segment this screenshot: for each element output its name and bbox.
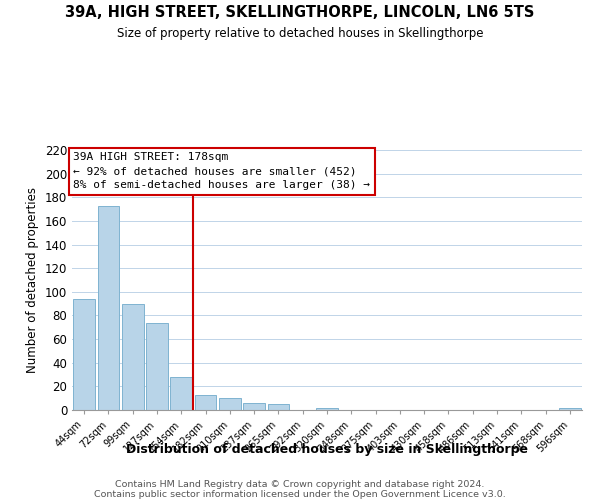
Bar bbox=[316, 408, 338, 410]
Text: 39A HIGH STREET: 178sqm
← 92% of detached houses are smaller (452)
8% of semi-de: 39A HIGH STREET: 178sqm ← 92% of detache… bbox=[73, 152, 370, 190]
Bar bbox=[194, 394, 217, 410]
Text: Contains HM Land Registry data © Crown copyright and database right 2024.: Contains HM Land Registry data © Crown c… bbox=[115, 480, 485, 489]
Bar bbox=[559, 408, 581, 410]
Bar bbox=[122, 304, 143, 410]
Y-axis label: Number of detached properties: Number of detached properties bbox=[26, 187, 39, 373]
Bar bbox=[170, 377, 192, 410]
Bar bbox=[73, 299, 95, 410]
Bar bbox=[219, 398, 241, 410]
Bar bbox=[268, 404, 289, 410]
Text: 39A, HIGH STREET, SKELLINGTHORPE, LINCOLN, LN6 5TS: 39A, HIGH STREET, SKELLINGTHORPE, LINCOL… bbox=[65, 5, 535, 20]
Text: Contains public sector information licensed under the Open Government Licence v3: Contains public sector information licen… bbox=[94, 490, 506, 499]
Bar bbox=[243, 403, 265, 410]
Bar bbox=[97, 206, 119, 410]
Text: Size of property relative to detached houses in Skellingthorpe: Size of property relative to detached ho… bbox=[117, 28, 483, 40]
Text: Distribution of detached houses by size in Skellingthorpe: Distribution of detached houses by size … bbox=[126, 442, 528, 456]
Bar bbox=[146, 322, 168, 410]
